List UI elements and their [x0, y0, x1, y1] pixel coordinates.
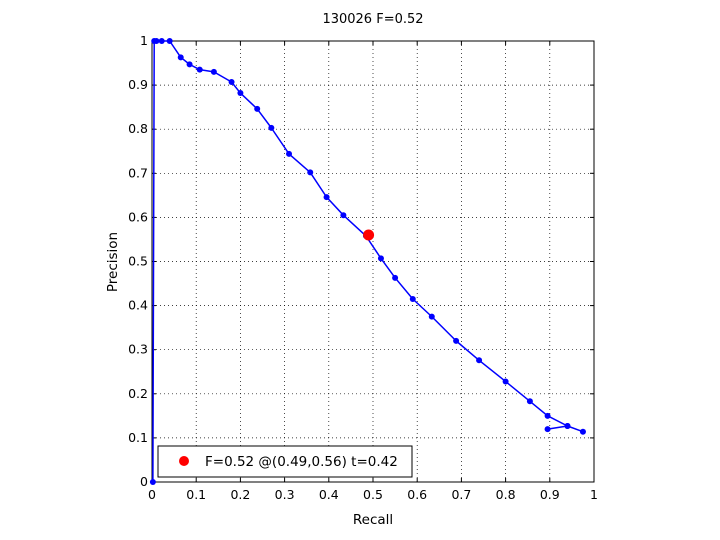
data-point — [158, 38, 165, 44]
data-point — [409, 295, 416, 302]
x-tick-labels: 0 0.1 0.2 0.3 0.4 0.5 0.6 0.7 0.8 0.9 1 — [148, 487, 598, 502]
data-point — [544, 412, 551, 419]
x-tick-label: 0.3 — [275, 487, 295, 502]
data-point — [166, 38, 173, 44]
y-tick-label: 0.3 — [128, 342, 148, 357]
data-point — [186, 61, 193, 68]
y-tick-label: 0 — [140, 474, 148, 489]
x-tick-label: 0.4 — [319, 487, 339, 502]
x-tick-label: 0.7 — [451, 487, 471, 502]
x-tick-label: 1 — [590, 487, 598, 502]
data-point — [196, 66, 203, 73]
data-point — [149, 479, 156, 485]
y-tick-label: 0.9 — [128, 77, 148, 92]
data-point — [579, 428, 586, 435]
data-point — [237, 90, 244, 97]
data-point — [307, 169, 314, 176]
x-tick-label: 0.6 — [407, 487, 427, 502]
series-line — [152, 40, 584, 483]
data-point — [254, 105, 261, 112]
data-point — [286, 150, 293, 157]
y-axis-label: Precision — [105, 232, 121, 292]
data-point — [526, 398, 533, 405]
data-point — [377, 255, 384, 262]
y-tick-label: 1 — [140, 33, 148, 48]
data-point — [323, 194, 330, 201]
x-tick-label: 0.9 — [540, 487, 560, 502]
y-tick-label: 0.1 — [128, 430, 148, 445]
x-axis-label: Recall — [353, 512, 393, 528]
x-tick-label: 0 — [148, 487, 156, 502]
x-tick-label: 0.5 — [363, 487, 383, 502]
data-point — [564, 422, 571, 429]
y-tick-labels: 0 0.1 0.2 0.3 0.4 0.5 0.6 0.7 0.8 0.9 1 — [128, 33, 148, 489]
data-point — [340, 212, 347, 219]
legend-label: F=0.52 @(0.49,0.56) t=0.42 — [205, 454, 398, 470]
data-point — [151, 38, 158, 44]
data-point — [228, 79, 235, 86]
legend-box — [157, 445, 413, 478]
x-tick-label: 0.2 — [230, 487, 250, 502]
legend: F=0.52 @(0.49,0.56) t=0.42 — [157, 445, 413, 478]
x-tick-label: 0.1 — [186, 487, 206, 502]
data-point — [428, 313, 435, 320]
data-point — [502, 378, 509, 385]
data-point — [392, 274, 399, 281]
tick-marks — [151, 40, 595, 483]
y-tick-label: 0.4 — [128, 298, 148, 313]
highlight-layer — [363, 229, 375, 241]
legend-marker — [179, 456, 189, 466]
y-tick-label: 0.2 — [128, 386, 148, 401]
chart-title: 130026 F=0.52 — [322, 12, 423, 27]
data-point — [476, 357, 483, 364]
y-tick-label: 0.8 — [128, 121, 148, 136]
x-tick-label: 0.8 — [496, 487, 516, 502]
series-layer — [149, 38, 586, 485]
y-tick-label: 0.7 — [128, 165, 148, 180]
y-tick-label: 0.5 — [128, 254, 148, 269]
data-point — [210, 68, 217, 75]
plot-frame — [151, 40, 595, 483]
y-tick-label: 0.6 — [128, 209, 148, 224]
data-point — [177, 54, 184, 61]
data-point — [453, 337, 460, 344]
best-f-marker — [363, 229, 375, 241]
data-point — [544, 426, 551, 433]
data-point — [268, 124, 275, 131]
grid — [152, 41, 594, 482]
